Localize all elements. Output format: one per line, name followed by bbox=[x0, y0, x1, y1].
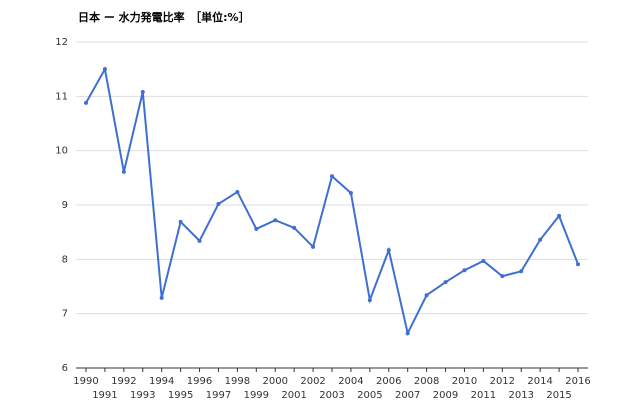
x-tick-label: 2008 bbox=[414, 376, 439, 387]
y-tick-label: 6 bbox=[62, 363, 68, 374]
x-tick-label: 2006 bbox=[376, 376, 401, 387]
x-tick-label: 2012 bbox=[490, 376, 515, 387]
point bbox=[576, 262, 580, 267]
point bbox=[273, 218, 278, 223]
point bbox=[557, 213, 562, 218]
point bbox=[140, 89, 145, 94]
x-tick-label: 1995 bbox=[168, 390, 193, 401]
point bbox=[443, 280, 448, 285]
y-tick-label: 8 bbox=[62, 254, 68, 265]
x-tick-label: 2003 bbox=[319, 390, 344, 401]
y-tick-label: 11 bbox=[55, 91, 68, 102]
point bbox=[159, 295, 164, 300]
y-tick-label: 9 bbox=[62, 200, 68, 211]
x-tick-label: 1994 bbox=[149, 376, 174, 387]
x-tick-label: 2002 bbox=[300, 376, 325, 387]
point bbox=[481, 258, 486, 263]
x-tick-label: 1991 bbox=[92, 390, 117, 401]
point bbox=[424, 293, 429, 298]
point bbox=[121, 169, 126, 174]
x-tick-label: 2010 bbox=[452, 376, 477, 387]
x-tick-label: 1990 bbox=[73, 376, 98, 387]
x-tick-label: 1996 bbox=[187, 376, 212, 387]
y-tick-label: 12 bbox=[55, 37, 68, 48]
x-tick-label: 1993 bbox=[130, 390, 155, 401]
point bbox=[102, 67, 107, 72]
point bbox=[216, 201, 221, 206]
y-tick-label: 10 bbox=[55, 146, 68, 157]
x-tick-label: 1998 bbox=[225, 376, 250, 387]
x-tick-label: 2004 bbox=[338, 376, 363, 387]
point bbox=[235, 189, 240, 194]
x-tick-label: 2015 bbox=[546, 390, 571, 401]
x-tick-label: 2013 bbox=[509, 390, 534, 401]
point bbox=[386, 248, 391, 253]
x-tick-label: 2000 bbox=[263, 376, 288, 387]
point bbox=[330, 174, 334, 179]
line bbox=[85, 66, 579, 337]
x-tick-label: 2011 bbox=[471, 390, 496, 401]
x-tick-label: 2009 bbox=[433, 390, 458, 401]
x-tick-label: 2016 bbox=[565, 376, 590, 387]
point bbox=[500, 274, 505, 279]
x-tick-label: 1999 bbox=[244, 390, 269, 401]
point bbox=[367, 298, 372, 303]
point bbox=[84, 100, 88, 105]
y-tick-label: 7 bbox=[62, 309, 68, 320]
point bbox=[178, 219, 183, 224]
x-tick-label: 2005 bbox=[357, 390, 382, 401]
point bbox=[311, 244, 316, 249]
x-tick-label: 2014 bbox=[527, 376, 552, 387]
point bbox=[462, 268, 467, 273]
x-tick-label: 1992 bbox=[111, 376, 136, 387]
point bbox=[254, 226, 259, 231]
chart-title: 日本 ー 水力発電比率 ［単位:%］ bbox=[78, 10, 250, 24]
point bbox=[538, 237, 543, 242]
point bbox=[405, 331, 410, 336]
point bbox=[348, 191, 353, 196]
point bbox=[519, 269, 524, 274]
point bbox=[197, 238, 202, 243]
x-tick-label: 2007 bbox=[395, 390, 420, 401]
point bbox=[292, 225, 297, 230]
x-tick-label: 2001 bbox=[281, 390, 306, 401]
x-tick-label: 1997 bbox=[206, 390, 231, 401]
